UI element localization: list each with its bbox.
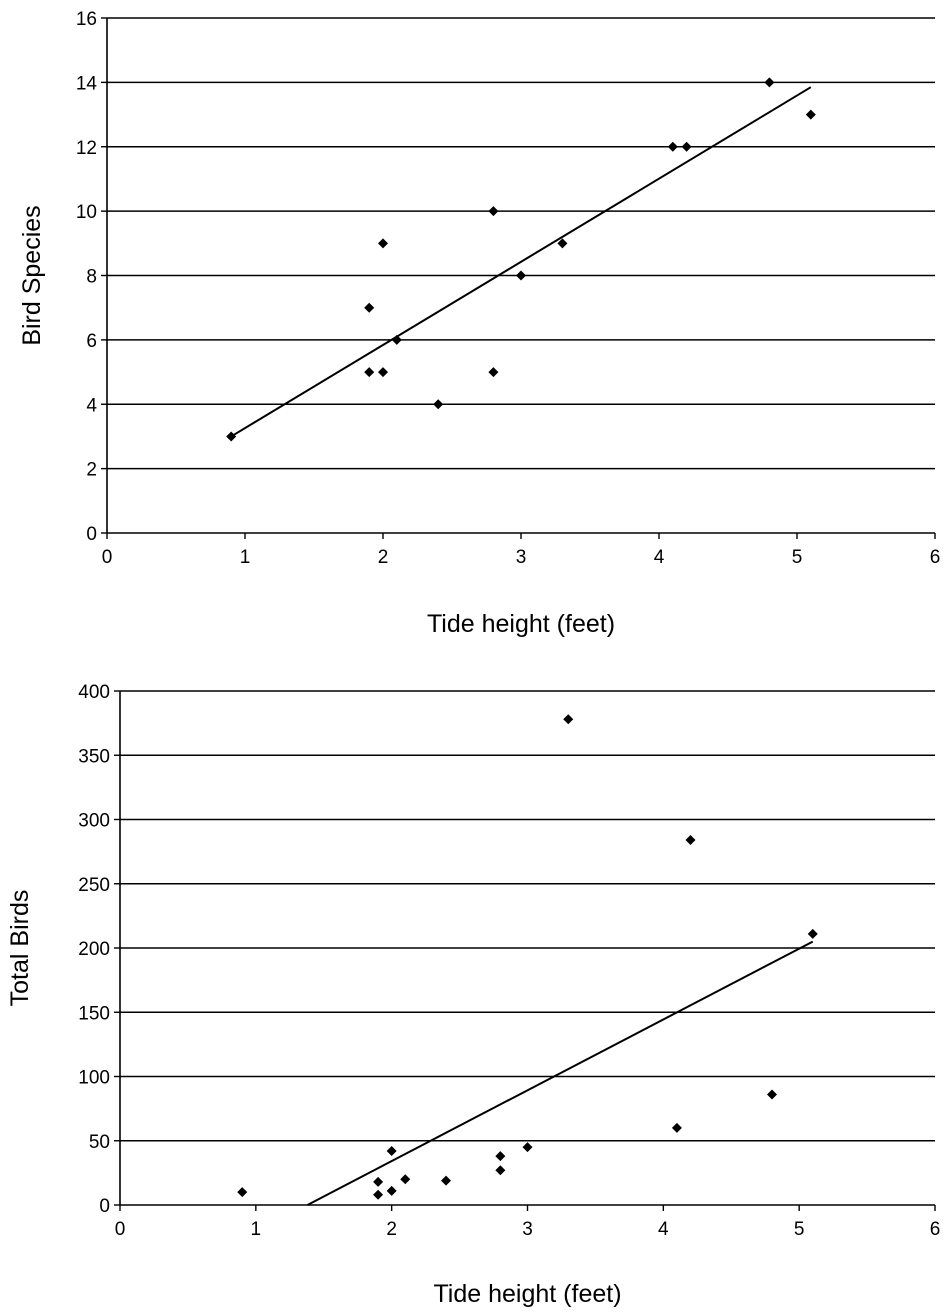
total-birds-point-2 [373, 1176, 384, 1187]
total-birds-point-4 [386, 1185, 397, 1196]
bird-species-x-tick-label-1: 1 [240, 547, 251, 568]
bird-species-x-axis-label: Tide height (feet) [427, 610, 615, 638]
bird-species-point-3 [378, 238, 388, 249]
total-birds-y-tick-label-3: 150 [78, 1003, 110, 1024]
total-birds-y-tick-label-7: 350 [78, 746, 110, 767]
total-birds-y-tick-label-6: 300 [78, 811, 110, 832]
bird-species-y-tick-label-7: 14 [76, 73, 98, 94]
total-birds-y-tick-label-0: 0 [99, 1196, 110, 1217]
bird-species-y-tick-label-4: 8 [86, 267, 97, 288]
total-birds-x-tick-label-1: 1 [251, 1219, 262, 1240]
total-birds-trendline-group [306, 940, 814, 1206]
bird-species-point-14 [805, 109, 816, 120]
total-birds-point-1 [373, 1189, 384, 1200]
bird-species-y-tick-label-6: 12 [76, 138, 97, 159]
total-birds-y-tick-labels: 0 50 100 150 200 250 300 350 400 [78, 682, 110, 1217]
bird-species-point-12 [681, 141, 692, 152]
bird-species-trendline [230, 86, 812, 438]
total-birds-y-axis-label: Total Birds [6, 890, 34, 1007]
bird-species-points [226, 77, 816, 442]
total-birds-x-tick-label-6: 6 [930, 1219, 941, 1240]
total-birds-x-tick-label-5: 5 [794, 1219, 805, 1240]
bird-species-x-tick-label-4: 4 [654, 547, 665, 568]
total-birds-point-7 [495, 1151, 506, 1162]
bird-species-point-7 [488, 206, 499, 217]
total-birds-point-14 [807, 928, 818, 939]
total-birds-point-13 [767, 1089, 777, 1100]
bird-species-point-13 [764, 77, 775, 88]
total-birds-x-tick-label-0: 0 [115, 1219, 126, 1240]
bird-species-axes [101, 17, 936, 539]
total-birds-point-11 [671, 1122, 682, 1133]
total-birds-point-12 [685, 835, 696, 846]
bird-species-trendline-group [230, 86, 812, 438]
total-birds-gridlines [120, 690, 935, 1142]
bird-species-y-tick-labels: 0 2 4 6 8 10 12 14 16 [76, 9, 98, 545]
bird-species-y-tick-label-5: 10 [76, 202, 97, 223]
bird-species-point-2 [364, 367, 375, 378]
bird-species-point-0 [226, 431, 237, 442]
bird-species-point-1 [364, 302, 375, 313]
total-birds-y-tick-label-4: 200 [78, 939, 110, 960]
total-birds-y-tick-label-2: 100 [78, 1068, 110, 1089]
bird-species-point-10 [557, 238, 568, 249]
total-birds-x-tick-label-3: 3 [522, 1219, 533, 1240]
total-birds-trendline [306, 940, 814, 1206]
total-birds-axes [114, 690, 936, 1211]
bird-species-point-11 [667, 141, 678, 152]
bird-species-gridlines [107, 17, 935, 470]
total-birds-point-9 [522, 1142, 533, 1153]
total-birds-x-tick-label-2: 2 [386, 1219, 397, 1240]
total-birds-point-10 [563, 714, 574, 725]
total-birds-point-0 [237, 1187, 248, 1198]
total-birds-y-tick-label-5: 250 [78, 875, 110, 896]
total-birds-point-8 [495, 1165, 506, 1176]
bird-species-x-tick-label-3: 3 [516, 547, 527, 568]
bird-species-point-8 [488, 367, 499, 378]
bird-species-x-tick-label-0: 0 [102, 547, 113, 568]
bird-species-point-9 [516, 270, 526, 281]
bird-species-x-tick-labels: 0 1 2 3 4 5 6 [102, 547, 941, 568]
total-birds-x-tick-labels: 0 1 2 3 4 5 6 [115, 1219, 941, 1240]
bird-species-y-tick-label-2: 4 [86, 395, 97, 416]
total-birds-x-axis-label: Tide height (feet) [433, 1280, 621, 1308]
bird-species-y-axis-label: Bird Species [18, 205, 46, 345]
total-birds-point-3 [386, 1146, 397, 1157]
bird-species-y-tick-label-3: 6 [86, 331, 97, 352]
bird-species-x-tick-label-2: 2 [378, 547, 389, 568]
total-birds-y-tick-label-8: 400 [78, 682, 110, 703]
bird-species-x-tick-label-6: 6 [930, 547, 941, 568]
total-birds-points [237, 714, 818, 1200]
bird-species-point-6 [433, 399, 444, 410]
bird-species-point-4 [378, 367, 388, 378]
total-birds-x-tick-label-4: 4 [658, 1219, 669, 1240]
bird-species-y-tick-label-8: 16 [76, 9, 97, 30]
total-birds-chart: 0 1 2 3 4 5 6 0 50 100 150 200 250 300 350 400 Tide he… [6, 682, 940, 1308]
bird-species-x-tick-label-5: 5 [792, 547, 803, 568]
bird-species-y-tick-label-1: 2 [86, 460, 97, 481]
total-birds-y-tick-label-1: 50 [89, 1132, 110, 1153]
total-birds-point-5 [400, 1174, 411, 1185]
total-birds-point-6 [441, 1175, 451, 1186]
bird-species-y-tick-label-0: 0 [86, 524, 97, 545]
bird-species-point-5 [391, 334, 402, 345]
